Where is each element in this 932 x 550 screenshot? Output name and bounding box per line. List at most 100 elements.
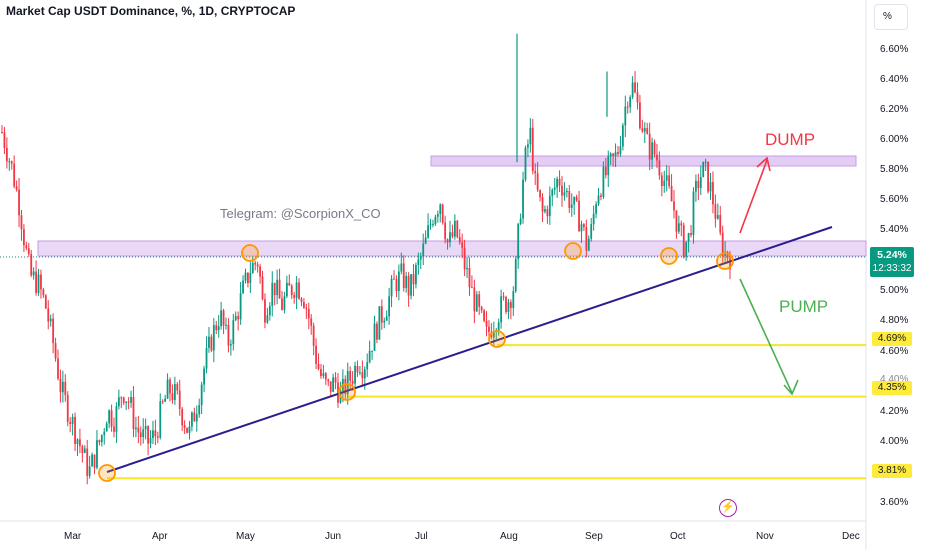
candle-body bbox=[100, 435, 103, 443]
candle-body bbox=[64, 381, 67, 396]
candle-body bbox=[609, 153, 612, 157]
candle-body bbox=[500, 296, 503, 323]
candle-body bbox=[390, 278, 393, 297]
candle-body bbox=[607, 156, 610, 176]
candle-body bbox=[585, 227, 588, 251]
candle-body bbox=[91, 454, 93, 467]
candle-body bbox=[524, 147, 527, 180]
candle-body bbox=[531, 127, 534, 172]
touch-point-marker bbox=[660, 247, 678, 265]
candle-body bbox=[115, 406, 118, 432]
candle-body bbox=[463, 247, 466, 270]
candle-body bbox=[188, 426, 191, 433]
x-tick-label: May bbox=[236, 531, 255, 542]
candle-body bbox=[729, 258, 731, 270]
candle-body bbox=[203, 368, 205, 385]
candle-body bbox=[422, 243, 425, 257]
dump-annotation: DUMP bbox=[765, 130, 816, 149]
candle-body bbox=[665, 175, 668, 181]
candle-body bbox=[558, 178, 561, 186]
candle-body bbox=[86, 448, 89, 476]
candle-body bbox=[376, 323, 378, 340]
candle-body bbox=[646, 128, 649, 134]
candle-body bbox=[261, 276, 264, 300]
candle-body bbox=[436, 213, 439, 217]
pump-annotation: PUMP bbox=[779, 297, 829, 316]
candle-body bbox=[663, 180, 666, 186]
candle-body bbox=[636, 92, 639, 103]
candle-body bbox=[697, 180, 700, 189]
candle-body bbox=[590, 224, 593, 239]
candle-body bbox=[149, 438, 152, 444]
candle-body bbox=[556, 178, 559, 188]
candle-body bbox=[122, 397, 125, 403]
candle-body bbox=[721, 232, 724, 257]
candle-body bbox=[27, 248, 30, 255]
candle-body bbox=[682, 225, 685, 257]
candle-body bbox=[378, 306, 381, 340]
candle-body bbox=[76, 439, 79, 444]
candle-body bbox=[522, 179, 524, 219]
candle-body bbox=[600, 195, 602, 197]
candle-body bbox=[152, 430, 154, 439]
candle-body bbox=[488, 326, 490, 332]
y-tick-label: 5.80% bbox=[880, 164, 909, 175]
candle-body bbox=[410, 274, 412, 296]
candle-body bbox=[466, 267, 468, 270]
candle-body bbox=[653, 142, 656, 155]
candle-body bbox=[541, 197, 544, 212]
candle-body bbox=[208, 336, 210, 348]
candle-body bbox=[385, 316, 388, 321]
candle-body bbox=[324, 373, 327, 380]
candle-body bbox=[176, 384, 179, 391]
candle-body bbox=[337, 382, 339, 403]
candle-body bbox=[617, 152, 619, 155]
candle-body bbox=[276, 279, 279, 296]
candle-body bbox=[475, 294, 478, 312]
candle-body bbox=[273, 282, 276, 296]
candle-body bbox=[161, 401, 164, 403]
candle-body bbox=[490, 331, 493, 338]
candle-body bbox=[626, 106, 629, 108]
candle-body bbox=[583, 224, 585, 228]
candle-body bbox=[570, 204, 573, 208]
candle-body bbox=[103, 431, 106, 436]
candle-body bbox=[66, 395, 69, 422]
x-tick-label: Dec bbox=[842, 531, 860, 542]
dump-arrow bbox=[739, 159, 768, 234]
candle-body bbox=[380, 306, 383, 323]
level-label-3-81: 3.81% bbox=[872, 464, 912, 478]
candle-body bbox=[573, 196, 576, 205]
y-tick-label: 6.60% bbox=[880, 44, 909, 55]
candle-body bbox=[232, 320, 235, 345]
bar-countdown: 12:33:32 bbox=[872, 263, 912, 274]
candle-body bbox=[249, 273, 252, 284]
lightning-icon[interactable]: ⚡ bbox=[719, 499, 737, 517]
candle-body bbox=[283, 296, 286, 310]
candle-body bbox=[519, 218, 522, 224]
candle-body bbox=[315, 345, 317, 364]
percent-scale-button[interactable]: % bbox=[874, 4, 908, 30]
candle-body bbox=[139, 432, 142, 438]
candle-body bbox=[312, 325, 315, 346]
candle-body bbox=[332, 377, 335, 392]
candle-body bbox=[288, 282, 291, 286]
candle-body bbox=[624, 106, 627, 126]
candle-body bbox=[117, 397, 120, 407]
candle-body bbox=[497, 322, 500, 331]
candle-body bbox=[244, 272, 247, 281]
x-tick-label: Jul bbox=[415, 531, 428, 542]
last-price-value: 5.24% bbox=[877, 249, 907, 261]
candle-body bbox=[505, 296, 507, 313]
candle-body bbox=[699, 177, 702, 189]
x-tick-label: Aug bbox=[500, 531, 518, 542]
candle-body bbox=[371, 350, 373, 352]
candle-body bbox=[565, 190, 568, 193]
candle-body bbox=[419, 256, 422, 260]
candle-body bbox=[105, 423, 108, 432]
candle-body bbox=[290, 285, 293, 296]
y-tick-label: 6.40% bbox=[880, 74, 909, 85]
candle-body bbox=[707, 161, 709, 192]
candle-body bbox=[368, 350, 371, 363]
